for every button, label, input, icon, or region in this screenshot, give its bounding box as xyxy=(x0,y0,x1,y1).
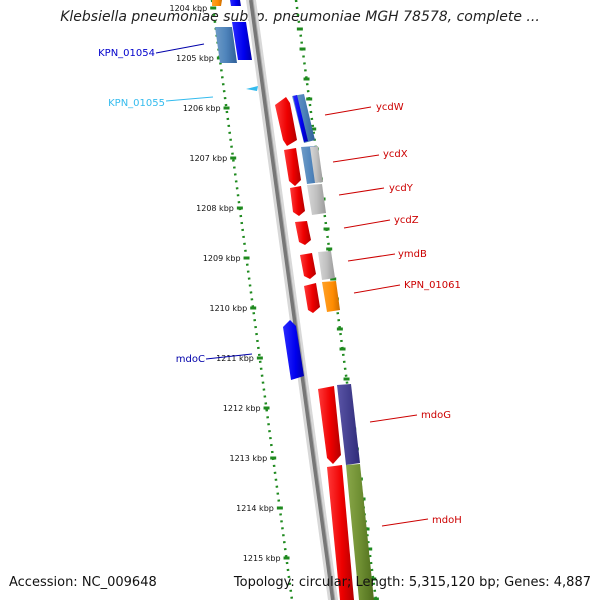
leader-ycdx xyxy=(332,154,380,163)
leader-mdog xyxy=(369,414,418,423)
gene-ymdb[interactable] xyxy=(300,253,316,279)
gene-ycdy[interactable] xyxy=(290,186,305,216)
leader-ycdz xyxy=(343,219,391,229)
ruler-label: 1205 kbp xyxy=(176,54,214,63)
leader-mdoc xyxy=(205,353,253,360)
gene-kpn-01054-a[interactable] xyxy=(215,27,237,63)
gene-kpn-01061[interactable] xyxy=(304,283,320,313)
label-mdoc[interactable]: mdoC xyxy=(176,354,205,365)
leader-ycdw xyxy=(324,106,372,116)
label-mdoh[interactable]: mdoH xyxy=(432,515,462,526)
leader-kpn-01055 xyxy=(165,96,214,102)
ruler-label: 1212 kbp xyxy=(223,404,261,413)
label-ycdw[interactable]: ycdW xyxy=(376,102,404,113)
leader-ymdb xyxy=(347,253,396,262)
gene-kpn-01061-b[interactable] xyxy=(322,281,340,312)
label-kpn-01055[interactable]: KPN_01055 xyxy=(108,98,165,109)
backbone-highlight xyxy=(252,0,336,600)
gene-blue-top[interactable] xyxy=(230,0,241,6)
ruler-label: 1211 kbp xyxy=(216,354,254,363)
label-ycdx[interactable]: ycdX xyxy=(383,149,408,160)
gene-kpn-01054-b[interactable] xyxy=(232,22,252,60)
leader-kpn-01061 xyxy=(353,284,401,294)
ruler-label: 1208 kbp xyxy=(196,204,234,213)
leader-kpn-01054 xyxy=(155,43,205,54)
label-ycdz[interactable]: ycdZ xyxy=(394,215,419,226)
ruler-label: 1215 kbp xyxy=(243,554,281,563)
gene-mdoh[interactable] xyxy=(327,465,354,600)
gene-ycdw-c[interactable] xyxy=(293,95,308,142)
gene-mdog-b[interactable] xyxy=(337,384,360,465)
left-scale-track xyxy=(210,0,294,600)
backbone-line xyxy=(249,0,335,600)
gene-mdoh-b[interactable] xyxy=(346,464,374,600)
gene-orange-top[interactable] xyxy=(212,0,222,6)
leader-mdoh xyxy=(381,518,429,527)
label-mdog[interactable]: mdoG xyxy=(421,410,451,421)
ruler-label: 1209 kbp xyxy=(203,254,241,263)
label-ymdb[interactable]: ymdB xyxy=(398,249,427,260)
genome-summary-text: Topology: circular; Length: 5,315,120 bp… xyxy=(233,575,591,590)
leader-ycdy xyxy=(338,187,385,196)
gene-ycdy-b[interactable] xyxy=(307,184,326,215)
map-title: Klebsiella pneumoniae subsp. pneumoniae … xyxy=(60,9,540,25)
gene-ycdz[interactable] xyxy=(295,221,311,245)
label-kpn-01061[interactable]: KPN_01061 xyxy=(404,280,461,291)
accession-text: Accession: NC_009648 xyxy=(9,575,157,590)
ruler-label: 1210 kbp xyxy=(209,304,247,313)
ruler-label: 1204 kbp xyxy=(169,4,207,13)
ruler-label: 1214 kbp xyxy=(236,504,274,513)
ruler-label: 1213 kbp xyxy=(229,454,267,463)
gene-mdoc[interactable] xyxy=(283,320,304,380)
gene-ycdx-c[interactable] xyxy=(310,146,323,183)
label-ycdy[interactable]: ycdY xyxy=(389,183,414,194)
ruler-label: 1207 kbp xyxy=(189,154,227,163)
gene-mdog[interactable] xyxy=(318,386,341,464)
ruler-label: 1206 kbp xyxy=(183,104,221,113)
gene-ycdx[interactable] xyxy=(284,148,301,186)
gene-ymdb-b[interactable] xyxy=(318,251,335,280)
kbp-ruler: 1204 kbp 1205 kbp 1206 kbp 1207 kbp 1208 kbp… xyxy=(169,4,290,563)
gene-ycdw[interactable] xyxy=(275,97,297,146)
label-kpn-01054[interactable]: KPN_01054 xyxy=(98,48,155,59)
gene-kpn-01055[interactable] xyxy=(246,86,258,91)
